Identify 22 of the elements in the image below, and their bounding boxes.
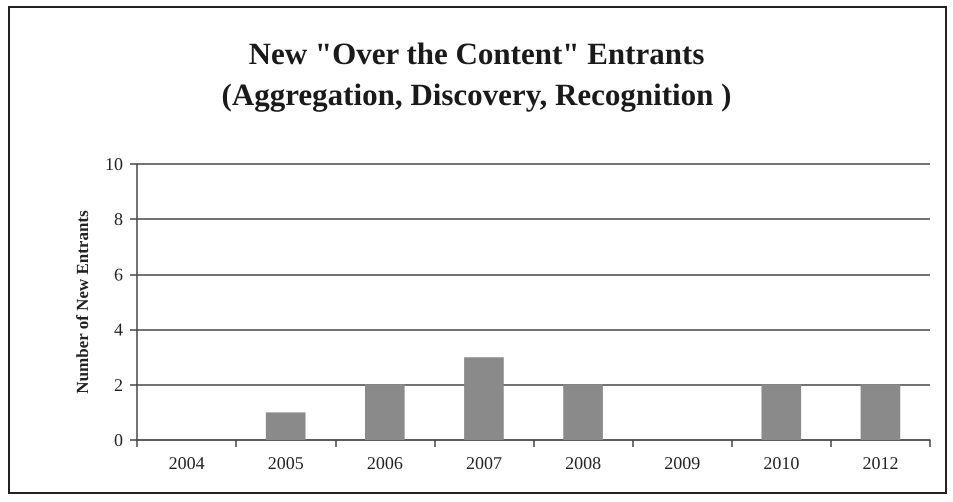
y-axis-title: Number of New Entrants <box>73 210 92 394</box>
x-tick-label: 2012 <box>862 453 898 473</box>
y-tick-label: 8 <box>114 209 123 230</box>
x-tick-label: 2004 <box>168 453 205 473</box>
x-tick-label: 2010 <box>763 453 800 473</box>
y-tick-label: 0 <box>114 430 123 450</box>
bar <box>266 412 306 440</box>
bar <box>761 384 802 440</box>
bar <box>364 384 405 440</box>
x-tick-label: 2009 <box>664 453 700 473</box>
x-tick-label: 2005 <box>268 453 304 473</box>
x-tick-label: 2007 <box>466 453 502 473</box>
y-tick-label: 10 <box>105 154 123 174</box>
x-tick-label: 2006 <box>366 453 403 473</box>
bar <box>860 384 900 440</box>
y-tick-label: 4 <box>114 320 123 340</box>
bar <box>563 384 603 440</box>
bar <box>464 357 504 440</box>
y-tick-label: 2 <box>114 374 123 395</box>
chart-title: New "Over the Content" Entrants (Aggregation, Discovery, Recognition ) <box>222 36 732 112</box>
y-tick-label: 6 <box>114 264 123 284</box>
x-tick-label: 2008 <box>565 453 602 473</box>
